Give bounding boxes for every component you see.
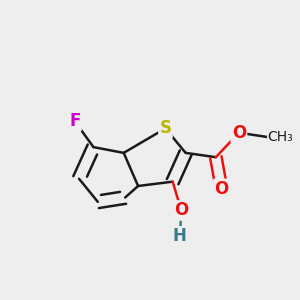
- Text: H: H: [173, 227, 187, 245]
- Text: F: F: [69, 112, 80, 130]
- Text: S: S: [160, 119, 172, 137]
- Text: O: O: [232, 124, 246, 142]
- Text: CH₃: CH₃: [268, 130, 293, 144]
- Text: O: O: [214, 180, 229, 198]
- Text: O: O: [174, 202, 188, 220]
